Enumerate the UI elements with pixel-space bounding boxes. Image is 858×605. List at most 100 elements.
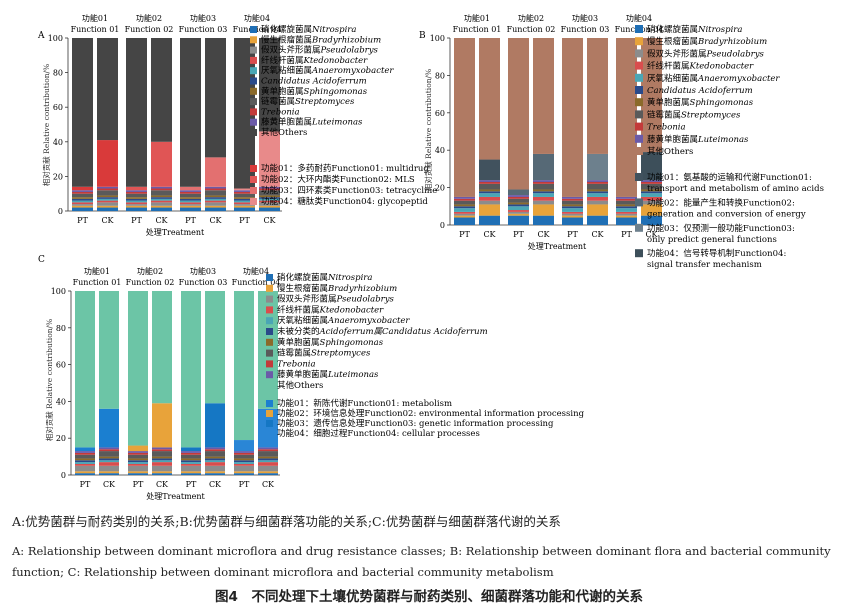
legend-swatch xyxy=(250,26,257,33)
legend-label-latin: Streptomyces xyxy=(311,349,371,359)
legend-label: 链霉菌属Streptomyces xyxy=(647,109,741,120)
bar-segment xyxy=(128,451,148,453)
bar-segment xyxy=(641,180,662,182)
legend-swatch xyxy=(635,49,643,58)
bar-segment xyxy=(99,473,119,475)
bar-segment xyxy=(72,200,93,203)
legend-label-cn: 藤黄单胞菌属 xyxy=(261,117,312,128)
x-tick-label: CK xyxy=(101,216,114,225)
legend-label: 假双头斧形菌属Pseudolabrys xyxy=(647,48,765,59)
bar-segment xyxy=(258,456,278,459)
x-tick-label: CK xyxy=(209,480,222,489)
bar-segment xyxy=(234,193,255,198)
bar-segment xyxy=(616,204,637,207)
bar-segment xyxy=(259,200,280,203)
bar-segment xyxy=(587,196,608,201)
bar-segment xyxy=(533,183,554,190)
legend-label-latin: Luteimonas xyxy=(697,135,749,145)
bar-segment xyxy=(99,451,119,457)
function-legend-swatch xyxy=(266,410,273,417)
bar-segment xyxy=(454,196,475,199)
legend-swatch xyxy=(250,77,257,85)
legend-swatch xyxy=(635,110,643,119)
bar-segment xyxy=(259,195,280,198)
bar-segment xyxy=(152,471,172,474)
legend-label-latin: Sphingomonas xyxy=(320,338,384,348)
bar-segment xyxy=(75,471,95,474)
bar-segment xyxy=(562,196,583,199)
bar-segment xyxy=(258,460,278,463)
bar-segment xyxy=(562,38,583,197)
bar-segment xyxy=(259,188,280,191)
group-label-cn: 功能02 xyxy=(137,266,163,276)
bar-segment xyxy=(616,213,637,216)
bar-segment xyxy=(126,197,147,199)
bar-segment xyxy=(151,205,172,208)
bar-segment xyxy=(97,207,118,211)
legend-label-latin: Nitrospira xyxy=(311,25,356,35)
function-legend-swatch xyxy=(250,176,257,183)
bar-segment xyxy=(508,206,529,211)
function-legend-swatch xyxy=(635,223,643,232)
group-label-cn: 功能01 xyxy=(464,13,490,23)
legend-label-latin: Ktedonobacter xyxy=(319,305,385,315)
legend-label-cn: 厌氧粘细菌属 xyxy=(261,65,312,76)
bar-segment xyxy=(259,190,280,196)
legend-label-cn: 链霉菌属 xyxy=(647,109,681,120)
bar-segment xyxy=(641,215,662,225)
bar-segment xyxy=(205,202,226,206)
bar-segment xyxy=(180,198,201,201)
bar-segment xyxy=(234,454,254,459)
legend-swatch xyxy=(635,61,643,70)
bar-segment xyxy=(479,196,500,201)
legend-swatch xyxy=(266,284,273,292)
function-legend-label: 功能02：环境信息处理Function02: environmental inf… xyxy=(277,408,585,419)
bar-segment xyxy=(126,200,147,203)
legend-label-cn: 其他 xyxy=(277,380,295,391)
function-legend-swatch xyxy=(250,187,257,194)
legend-label: 慢生根瘤菌属Bradyrhizobium xyxy=(277,283,397,294)
x-tick-label: PT xyxy=(186,480,197,489)
bar-segment xyxy=(258,458,278,461)
bar-segment xyxy=(205,291,225,404)
bar-segment xyxy=(259,197,280,199)
bar-segment xyxy=(454,215,475,218)
bar-segment xyxy=(234,188,255,191)
bar-segment xyxy=(562,217,583,225)
bar-segment xyxy=(151,207,172,211)
legend-label-cn: 黄单胞菌属 xyxy=(277,337,320,348)
bar-segment xyxy=(479,183,500,190)
legend-label-latin: Sphingomonas xyxy=(304,87,368,97)
function-legend-swatch xyxy=(250,198,257,205)
caption-chinese: A:优势菌群与耐药类别的关系;B:优势菌群与细菌群落功能的关系;C:优势菌群与细… xyxy=(12,514,561,529)
bar-segment xyxy=(454,198,475,201)
bar-segment xyxy=(152,403,172,448)
bar-segment xyxy=(205,456,225,459)
bar-segment xyxy=(151,195,172,198)
group-label-cn: 功能03 xyxy=(572,13,598,23)
legend-swatch xyxy=(266,317,273,325)
bar-segment xyxy=(75,454,95,459)
legend-label-latin: Ktedonobacter xyxy=(689,62,755,72)
bar-segment xyxy=(587,181,608,184)
panel-letter: B xyxy=(419,31,426,41)
bar-segment xyxy=(587,191,608,194)
bar-segment xyxy=(234,451,254,453)
bar-segment xyxy=(234,458,254,461)
legend-label: Trebonia xyxy=(277,359,316,369)
group-label-cn: 功能01 xyxy=(84,266,110,276)
legend-label: 黄单胞菌属Sphingomonas xyxy=(277,337,384,348)
legend-swatch xyxy=(250,98,257,106)
bar-segment xyxy=(533,204,554,216)
bar-segment xyxy=(234,204,255,206)
bar-segment xyxy=(259,198,280,201)
bar-segment xyxy=(151,141,172,187)
legend-label-latin: Candidatus Acidoferrum xyxy=(261,77,367,87)
bar-segment xyxy=(152,462,172,466)
legend-label-cn: 纤线杆菌属 xyxy=(277,304,320,315)
legend-swatch xyxy=(635,37,643,46)
y-tick-label: 60 xyxy=(56,361,66,370)
legend-swatch xyxy=(250,36,257,44)
group-label-cn: 功能03 xyxy=(190,13,216,23)
legend-label-cn: 硝化螺旋菌属 xyxy=(647,24,698,35)
